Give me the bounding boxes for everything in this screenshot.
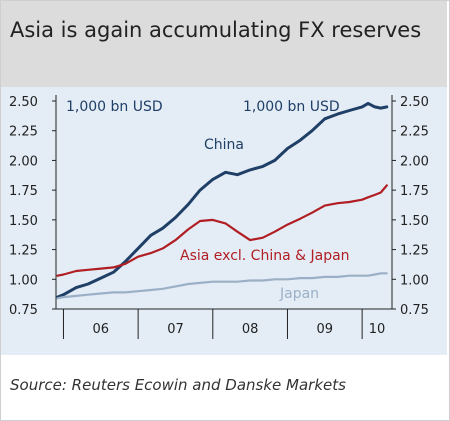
y-tick-label-right: 1.75	[400, 184, 429, 199]
series-line-1	[56, 101, 389, 299]
y-tick-label-right: 1.50	[400, 214, 429, 229]
plot-background	[1, 87, 447, 355]
y-tick-label-right: 1.00	[400, 273, 429, 288]
x-tick-label: 07	[167, 322, 184, 337]
y-tick-label-right: 2.25	[400, 125, 429, 140]
x-tick-label: 08	[242, 322, 259, 337]
y-tick-label-left: 0.75	[9, 303, 38, 318]
y-tick-label-left: 1.50	[9, 214, 38, 229]
source-note: Source: Reuters Ecowin and Danske Market…	[10, 376, 346, 394]
y-tick-label-right: 2.50	[400, 95, 429, 110]
x-tick-label: 09	[317, 322, 334, 337]
series-label-3: Japan	[279, 286, 319, 302]
y-tick-label-left: 1.00	[9, 273, 38, 288]
y-tick-label-left: 2.25	[9, 125, 38, 140]
x-tick-label: 10	[369, 322, 386, 337]
axes: 2.50 2.50 2.25 2.25 2.00 2.00 1.75 1.75 1.50 1.50…	[9, 95, 429, 339]
unit-annotation-2: 1,000 bn USD	[243, 99, 340, 115]
x-tick-label: 06	[93, 322, 110, 337]
chart-title: Asia is again accumulating FX reserves	[10, 18, 422, 42]
title-band	[1, 1, 447, 87]
series-label-1: China	[204, 137, 244, 153]
source-band	[1, 355, 447, 420]
y-tick-label-left: 2.00	[9, 154, 38, 169]
y-tick-label-left: 2.50	[9, 95, 38, 110]
unit-annotation-1: 1,000 bn USD	[66, 99, 163, 115]
series-line-3	[56, 272, 388, 300]
series-label-2: Asia excl. China & Japan	[180, 248, 350, 264]
y-tick-label-right: 2.00	[400, 154, 429, 169]
y-tick-label-right: 1.25	[400, 244, 429, 259]
y-tick-label-left: 1.75	[9, 184, 38, 199]
y-tick-label-left: 1.25	[9, 244, 38, 259]
series-layer	[56, 101, 389, 300]
y-tick-label-right: 0.75	[400, 303, 429, 318]
labels-layer: China Asia excl. China & Japan Japan 1,000 …	[66, 99, 350, 302]
series-line-2	[56, 184, 388, 277]
